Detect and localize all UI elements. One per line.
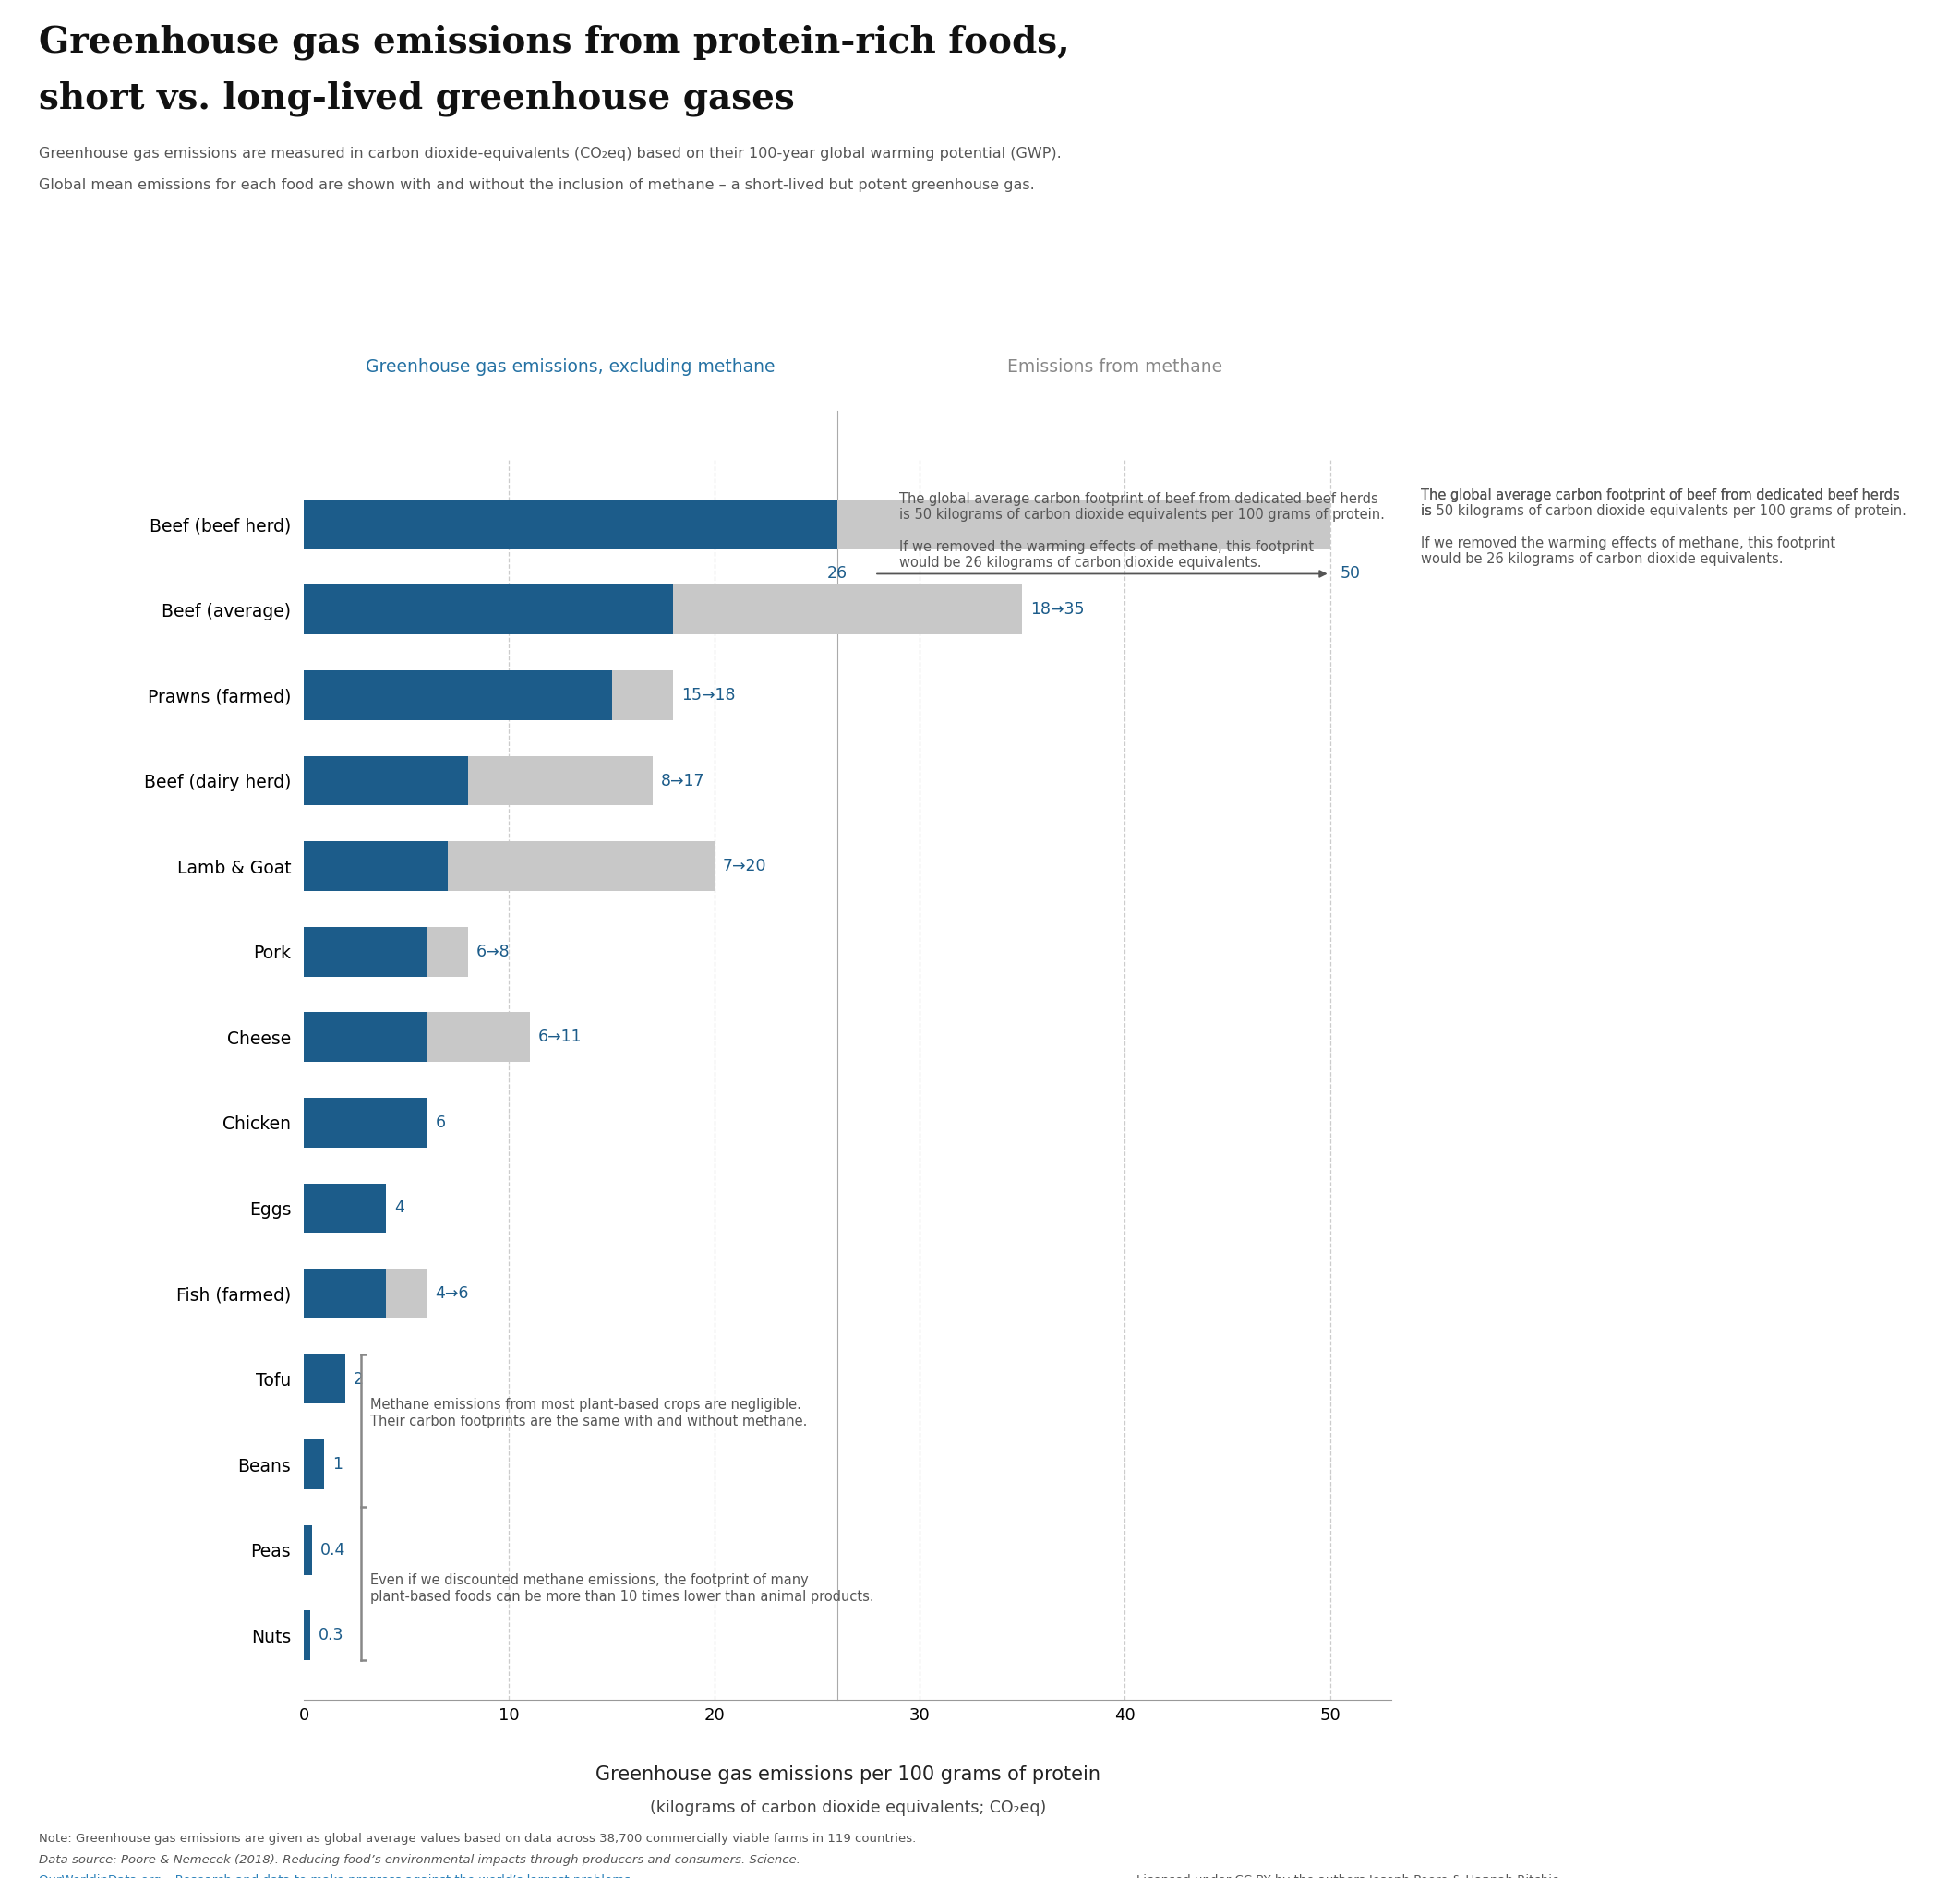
Text: 0.4: 0.4 [319, 1542, 345, 1559]
Text: Our World
in Data: Our World in Data [1739, 45, 1840, 83]
Text: 8→17: 8→17 [661, 772, 706, 789]
Bar [304, 1525, 312, 1576]
Text: 15→18: 15→18 [682, 687, 735, 704]
Text: Greenhouse gas emissions from protein-rich foods,: Greenhouse gas emissions from protein-ri… [39, 24, 1070, 60]
Bar [468, 755, 653, 806]
Text: 2: 2 [353, 1371, 363, 1388]
Text: Even if we discounted methane emissions, the footprint of many
plant-based foods: Even if we discounted methane emissions,… [370, 1574, 874, 1604]
Text: The global average carbon footprint of beef from dedicated beef herds
is 50 kilo: The global average carbon footprint of b… [900, 492, 1384, 569]
Bar [427, 928, 468, 977]
Bar [304, 500, 837, 548]
Bar [304, 928, 427, 977]
Text: 6→8: 6→8 [476, 943, 510, 960]
Bar [837, 500, 1331, 548]
Text: 18→35: 18→35 [1031, 601, 1084, 618]
Text: The global average carbon footprint of beef from dedicated beef herds
is: The global average carbon footprint of b… [1421, 488, 1899, 518]
Bar [304, 1440, 323, 1489]
Text: Methane emissions from most plant-based crops are negligible.
Their carbon footp: Methane emissions from most plant-based … [370, 1399, 808, 1427]
Text: short vs. long-lived greenhouse gases: short vs. long-lived greenhouse gases [39, 81, 796, 116]
Text: 6→11: 6→11 [537, 1029, 582, 1046]
Text: 4: 4 [394, 1200, 404, 1217]
Text: Licensed under CC-BY by the authors Joseph Poore & Hannah Ritchie.: Licensed under CC-BY by the authors Jose… [1137, 1874, 1564, 1878]
Bar [386, 1270, 427, 1318]
Text: 7→20: 7→20 [723, 858, 766, 875]
Text: The global average carbon footprint of beef from dedicated beef herds
is ​​​​​​​: The global average carbon footprint of b… [1421, 488, 1907, 567]
Bar [304, 841, 447, 890]
Text: 50: 50 [1341, 565, 1360, 582]
Text: Greenhouse gas emissions, excluding methane: Greenhouse gas emissions, excluding meth… [367, 359, 776, 376]
Text: Emissions from methane: Emissions from methane [1007, 359, 1223, 376]
Bar [304, 584, 672, 635]
Text: Greenhouse gas emissions per 100 grams of protein: Greenhouse gas emissions per 100 grams o… [596, 1765, 1100, 1784]
Bar [447, 841, 713, 890]
Text: 0.3: 0.3 [318, 1626, 343, 1643]
Text: 26: 26 [827, 565, 847, 582]
Text: Data source: Poore & Nemecek (2018). Reducing food’s environmental impacts throu: Data source: Poore & Nemecek (2018). Red… [39, 1854, 802, 1865]
Text: 6: 6 [435, 1114, 445, 1131]
Text: (kilograms of carbon dioxide equivalents; CO₂eq): (kilograms of carbon dioxide equivalents… [649, 1799, 1047, 1816]
Text: Note: Greenhouse gas emissions are given as global average values based on data : Note: Greenhouse gas emissions are given… [39, 1833, 917, 1844]
Text: Greenhouse gas emissions are measured in carbon dioxide-equivalents (CO₂eq) base: Greenhouse gas emissions are measured in… [39, 146, 1062, 160]
Bar [427, 1012, 529, 1061]
Bar [304, 1012, 427, 1061]
Bar [304, 1354, 345, 1405]
Bar [304, 755, 468, 806]
Bar [304, 1099, 427, 1147]
Text: OurWorldinData.org – Research and data to make progress against the world’s larg: OurWorldinData.org – Research and data t… [39, 1874, 635, 1878]
Text: 4→6: 4→6 [435, 1285, 468, 1301]
Text: Global mean emissions for each food are shown with and without the inclusion of : Global mean emissions for each food are … [39, 178, 1035, 192]
Bar [304, 1611, 310, 1660]
Bar [304, 670, 612, 719]
Bar [672, 584, 1023, 635]
Bar [612, 670, 672, 719]
Bar [304, 1270, 386, 1318]
Text: 1: 1 [333, 1455, 343, 1472]
Bar [304, 1183, 386, 1232]
